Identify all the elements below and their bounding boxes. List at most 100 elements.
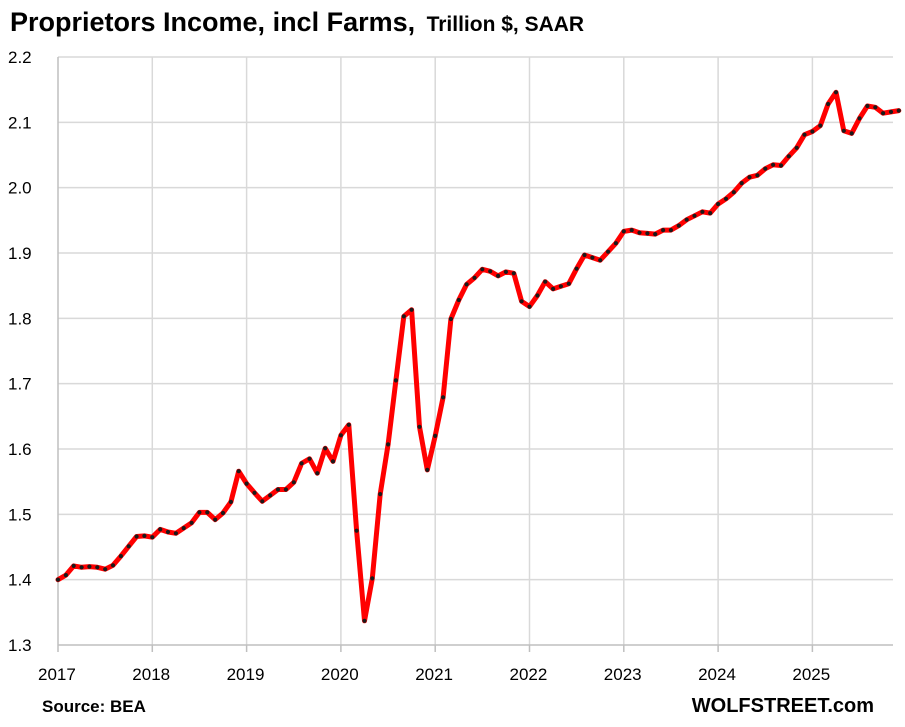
data-point [346,422,351,427]
data-point [873,105,878,110]
data-point [228,499,233,504]
data-point [244,481,249,486]
data-point [763,166,768,171]
proprietors-income-line [55,89,902,624]
data-point [511,271,516,276]
data-point [731,190,736,195]
data-point [338,433,343,438]
data-point [417,424,422,429]
data-point [370,576,375,581]
data-point [598,258,603,263]
y-tick-label: 1.3 [8,636,32,655]
data-point [448,316,453,322]
x-tick-label: 2025 [792,665,830,684]
data-point [551,286,556,291]
data-point [472,275,477,280]
data-point [566,281,571,286]
data-point [519,299,524,304]
data-point [393,378,398,383]
data-point [126,544,131,549]
data-point [275,487,281,492]
y-tick-label: 1.9 [8,244,32,263]
data-point [661,228,666,233]
y-tick-label: 1.5 [8,505,32,524]
data-point [205,510,210,515]
data-point [87,564,92,569]
data-point [527,304,532,309]
data-point [173,531,178,536]
data-point [629,228,634,233]
data-point [252,490,257,495]
data-point [283,487,288,492]
data-point [150,535,155,540]
data-point [189,520,194,525]
data-point [543,279,548,284]
chart-title-line: Proprietors Income, incl Farms, Trillion… [10,7,584,37]
data-point [574,266,579,271]
data-point [826,101,831,107]
data-point [621,229,626,234]
data-point [794,145,799,150]
data-point [330,459,336,464]
y-tick-label: 2.2 [8,48,32,67]
chart-title: Proprietors Income, incl Farms, [10,7,415,37]
data-point [433,433,438,438]
data-point [260,499,265,504]
data-point [700,209,705,214]
data-point [299,461,304,466]
data-point [378,492,383,497]
y-tick-label: 1.6 [8,440,32,459]
data-point [865,103,870,109]
data-point [818,123,823,128]
data-point [220,510,226,516]
data-point [456,297,461,303]
data-point [771,162,776,167]
x-tick-label: 2024 [698,665,736,684]
data-point [409,307,414,312]
data-point [881,111,886,116]
data-point [606,249,611,254]
data-point [723,196,729,201]
data-point [786,154,791,159]
data-point [755,173,760,178]
tick-labels: 1.3 1.4 1.5 1.6 1.7 1.8 1.9 2.0 2.1 2.2 2017 2018 20… [8,48,830,684]
x-tick-label: 2018 [132,665,170,684]
x-tick-label: 2021 [415,665,453,684]
data-point [645,231,650,236]
x-tick-label: 2022 [510,665,548,684]
brand-watermark: WOLFSTREET.com [692,695,874,717]
data-point [582,252,587,258]
data-point [668,228,674,233]
data-point [849,131,854,136]
data-point [708,211,713,216]
x-tick-label: 2017 [38,665,76,684]
data-point [425,467,430,472]
data-point [110,563,116,568]
data-point [71,563,76,569]
series-line [55,89,902,624]
data-point [503,269,508,274]
y-tick-label: 1.8 [8,309,32,328]
gridlines [58,56,893,645]
data-point [739,181,744,186]
data-point [558,284,564,289]
data-point [401,314,406,319]
data-point [676,223,681,228]
data-point [134,534,139,539]
data-point [181,526,186,531]
data-point [95,565,100,570]
data-point [103,567,108,572]
data-point [323,446,328,451]
data-point [488,269,493,274]
data-point [441,395,446,400]
data-point [362,618,367,623]
y-tick-label: 1.7 [8,375,32,394]
data-point [888,109,894,114]
data-point [291,480,296,485]
data-point [637,230,642,235]
y-tick-label: 1.4 [8,571,32,590]
data-point [354,528,359,533]
y-tick-label: 2.0 [8,179,32,198]
x-tick-label: 2023 [604,665,642,684]
